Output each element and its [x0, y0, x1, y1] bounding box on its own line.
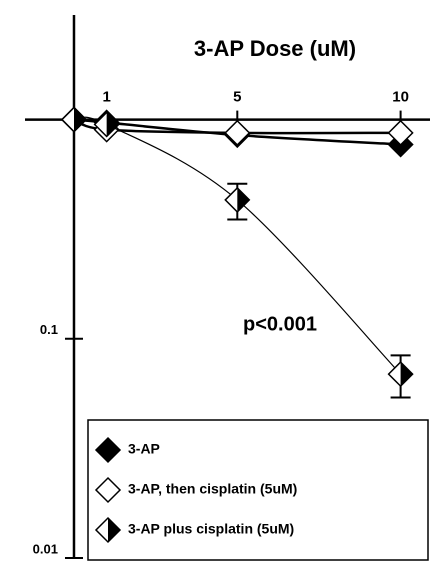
data-point [387, 361, 414, 388]
data-point [387, 119, 414, 146]
marker-shape [224, 119, 251, 146]
marker-shape [387, 119, 414, 146]
annotation: p<0.001 [243, 313, 317, 335]
y-tick-label: 0.01 [33, 541, 58, 556]
x-tick-label: 5 [233, 89, 241, 106]
legend-label: 3-AP, then cisplatin (5uM) [128, 481, 297, 497]
data-point [224, 119, 251, 146]
legend-marker [94, 516, 122, 544]
y-tick-label: 0.1 [40, 322, 58, 337]
data-point [60, 106, 88, 133]
legend-box [87, 419, 429, 561]
marker-half [108, 518, 120, 542]
x-tick-label: 10 [392, 89, 409, 106]
legend-label: 3-AP plus cisplatin (5uM) [128, 521, 294, 537]
marker-shape [94, 476, 122, 504]
marker-half [106, 112, 119, 137]
chart-title: 3-AP Dose (uM) [194, 36, 356, 61]
data-point [93, 111, 120, 138]
legend-marker [94, 436, 122, 464]
series-line [73, 116, 402, 375]
x-tick-label: 1 [102, 89, 110, 106]
data-point [224, 186, 251, 213]
marker-shape [94, 436, 122, 464]
marker-half [237, 187, 250, 212]
legend-label: 3-AP [128, 441, 160, 457]
marker-half [400, 362, 413, 387]
series-line [73, 118, 401, 135]
marker-half [73, 107, 86, 132]
legend-marker [94, 476, 122, 504]
